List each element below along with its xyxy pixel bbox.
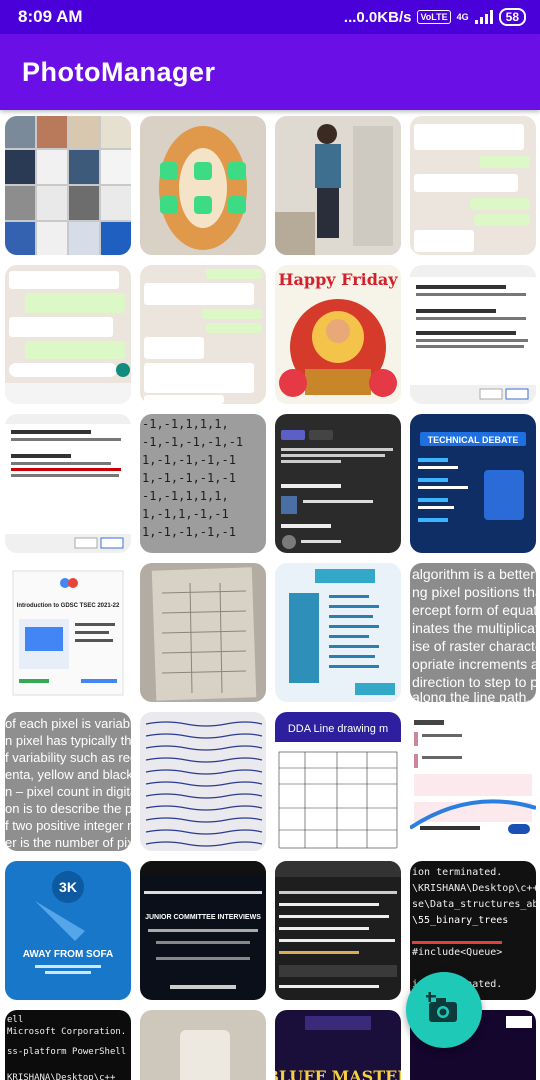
svg-text:\55_binary_trees: \55_binary_trees <box>412 915 508 926</box>
photo-bluff-master[interactable]: BLUFF MASTER <box>275 1010 401 1080</box>
add-photo-button[interactable] <box>406 972 482 1048</box>
photo-vscode[interactable] <box>275 861 401 1000</box>
photo-person-room[interactable] <box>275 116 401 255</box>
svg-text:n pixel has typically three o: n pixel has typically three o <box>5 733 131 748</box>
add-photo-camera-icon <box>426 992 457 1022</box>
photo-teams-meeting[interactable] <box>275 414 401 553</box>
photo-paper-document[interactable] <box>140 563 266 702</box>
network-type: 4G <box>456 11 469 22</box>
status-bar: 8:09 AM ...0.0KB/s VoLTE 4G 58 <box>0 0 540 34</box>
gdsc-intro-text: Introduction to GDSC TSEC 2021-22 <box>17 603 120 609</box>
svg-text:se\Data_structures_abd: se\Data_structures_abd <box>412 899 536 910</box>
svg-text:of each pixel is variable; in: of each pixel is variable; in <box>5 716 131 731</box>
svg-text:n – pixel count in digital im: n – pixel count in digital im <box>5 784 131 799</box>
svg-text:f variability such as red, gre: f variability such as red, gre <box>5 750 131 765</box>
photo-dda-line[interactable]: DDA Line drawing m <box>275 712 401 851</box>
photo-text-algorithm[interactable]: algorithm is a better ng pixel positions … <box>410 563 536 702</box>
svg-text:\KRISHANA\Desktop\c++: \KRISHANA\Desktop\c++ <box>412 883 536 894</box>
dda-line-text: DDA Line drawing m <box>288 723 388 735</box>
junior-committee-text: JUNIOR COMMITTEE INTERVIEWS <box>145 914 261 921</box>
svg-text:1,-1,-1,-1,-1: 1,-1,-1,-1,-1 <box>142 453 236 467</box>
svg-text:on is to describe the pixel re: on is to describe the pixel re <box>5 801 131 816</box>
photo-phone-wallpaper[interactable] <box>140 116 266 255</box>
happy-friday-text: Happy Friday <box>278 270 398 289</box>
photo-handwritten-notes[interactable] <box>140 712 266 851</box>
svg-text:er is the number of pixel co: er is the number of pixel co <box>5 835 131 850</box>
svg-text:inates the multiplicati: inates the multiplicati <box>412 620 536 636</box>
svg-text:#include<Queue>: #include<Queue> <box>412 947 502 958</box>
svg-text:along the line path.: along the line path. <box>412 689 530 702</box>
signal-icon <box>474 10 493 24</box>
svg-text:algorithm is a better: algorithm is a better <box>412 566 535 582</box>
photo-away-from-sofa[interactable]: 3K AWAY FROM SOFA <box>5 861 131 1000</box>
photo-setup-dialog-1[interactable] <box>410 265 536 404</box>
photo-gdsc-intro[interactable]: Introduction to GDSC TSEC 2021-22 <box>5 563 131 702</box>
svg-text:opriate increments are: opriate increments are <box>412 656 536 672</box>
photo-grid[interactable]: Happy Friday -1,-1,1,1,1, -1,-1,-1,-1,-1 1… <box>0 110 540 1080</box>
app-title: PhotoManager <box>22 56 216 87</box>
photo-numbers-printout[interactable]: -1,-1,1,1,1, -1,-1,-1,-1,-1 1,-1,-1,-1,-1 1… <box>140 414 266 553</box>
svg-text:3K: 3K <box>59 879 77 895</box>
photo-hand-device[interactable] <box>140 1010 266 1080</box>
photo-technical-debate[interactable]: TECHNICAL DEBATE <box>410 414 536 553</box>
bluff-master-text: BLUFF MASTER <box>275 1067 401 1080</box>
svg-text:f two positive integer numb: f two positive integer numb <box>5 818 131 833</box>
svg-text:-1,-1,-1,-1,-1: -1,-1,-1,-1,-1 <box>142 435 243 449</box>
svg-text:ise of raster characteri: ise of raster characteri <box>412 638 536 654</box>
svg-text:ion terminated.: ion terminated. <box>412 867 502 878</box>
photo-syllabus[interactable] <box>275 563 401 702</box>
svg-text:enta, yellow and black.: enta, yellow and black. <box>5 767 131 782</box>
status-time: 8:09 AM <box>18 7 83 26</box>
photo-calendar[interactable] <box>410 712 536 851</box>
photo-chat-screenshot-3[interactable] <box>140 265 266 404</box>
svg-text:ell: ell <box>7 1015 23 1025</box>
photo-collage[interactable] <box>5 116 131 255</box>
app-bar: PhotoManager <box>0 34 540 110</box>
svg-text:1,-1,-1,-1,-1: 1,-1,-1,-1,-1 <box>142 525 236 539</box>
svg-text:Microsoft Corporation.: Microsoft Corporation. <box>7 1027 126 1037</box>
photo-terminal-2[interactable]: ell Microsoft Corporation. ss-platform Pow… <box>5 1010 131 1080</box>
photo-junior-committee[interactable]: JUNIOR COMMITTEE INTERVIEWS <box>140 861 266 1000</box>
photo-setup-dialog-2[interactable] <box>5 414 131 553</box>
technical-debate-text: TECHNICAL DEBATE <box>428 435 519 445</box>
svg-text:-1,-1,1,1,1,: -1,-1,1,1,1, <box>142 417 229 431</box>
svg-text:ng pixel positions tha: ng pixel positions tha <box>412 584 536 600</box>
svg-text:ercept form of equatio: ercept form of equatio <box>412 602 536 618</box>
photo-chat-screenshot-2[interactable] <box>5 265 131 404</box>
battery-icon: 58 <box>498 8 526 26</box>
photo-text-pixel[interactable]: of each pixel is variable; in n pixel has… <box>5 712 131 851</box>
svg-text:-1,-1,1,1,1,: -1,-1,1,1,1, <box>142 489 229 503</box>
photo-chat-screenshot-1[interactable] <box>410 116 536 255</box>
network-speed: ...0.0KB/s <box>343 8 412 26</box>
svg-text:ss-platform PowerShell: ss-platform PowerShell <box>7 1047 126 1057</box>
away-from-sofa-text: AWAY FROM SOFA <box>23 949 114 960</box>
svg-text:1,-1,-1,-1,-1: 1,-1,-1,-1,-1 <box>142 471 236 485</box>
svg-text:1,-1,1,-1,-1: 1,-1,1,-1,-1 <box>142 507 229 521</box>
volte-badge: VoLTE <box>417 10 451 24</box>
svg-text:KRISHANA\Desktop\c++: KRISHANA\Desktop\c++ <box>7 1073 116 1080</box>
svg-text:direction to step to pix: direction to step to pix <box>412 674 536 690</box>
photo-happy-friday[interactable]: Happy Friday <box>275 265 401 404</box>
